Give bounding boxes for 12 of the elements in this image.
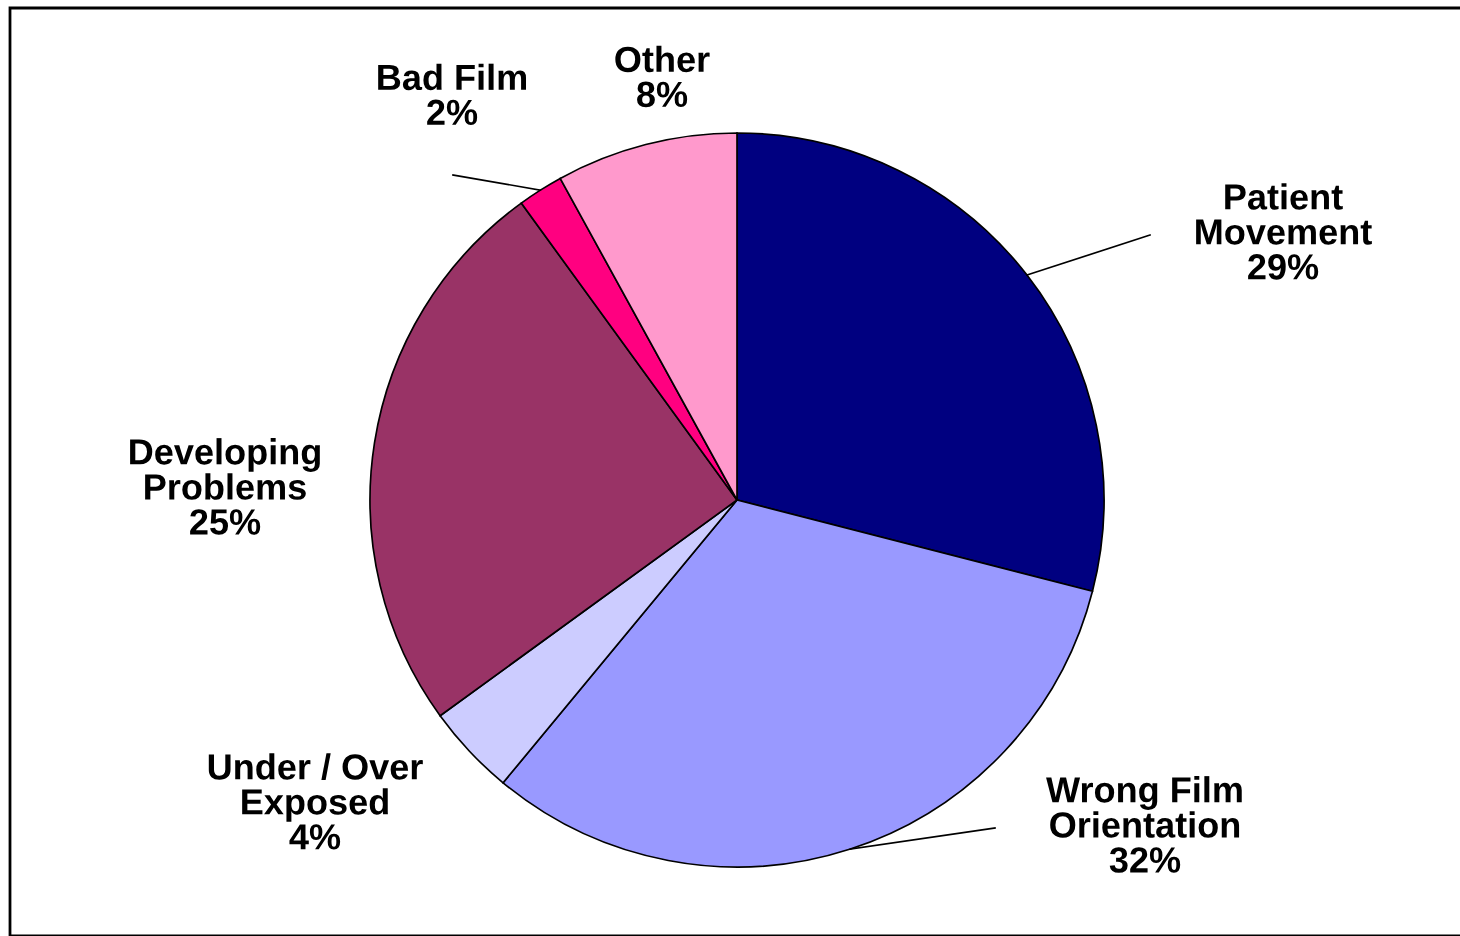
data-label: 8% [637, 81, 688, 108]
slice-label: Bad Film [378, 63, 527, 91]
slice-label: Wrong Film Orientation [1046, 776, 1242, 838]
slice-label: Patient Movement [1196, 183, 1372, 245]
data-label: 2% [427, 99, 478, 126]
data-label: 25% [190, 509, 261, 535]
data-label: 29% [1248, 254, 1319, 280]
slice-label: Under / Over Exposed [208, 753, 423, 822]
slice-label: Developing Problems [130, 438, 320, 500]
data-label: 4% [289, 824, 341, 850]
data-label: 32% [1109, 847, 1181, 873]
slice-label: Other [615, 45, 710, 73]
